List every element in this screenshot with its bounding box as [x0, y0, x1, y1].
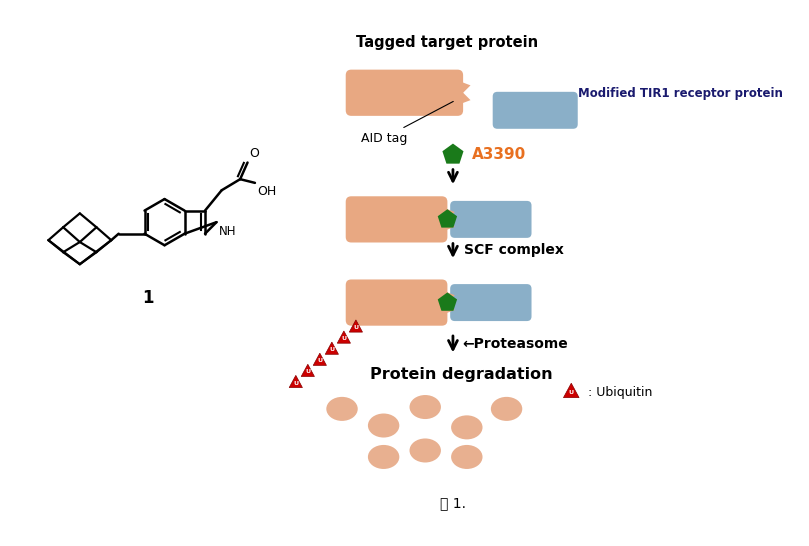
- FancyBboxPatch shape: [345, 280, 447, 326]
- Text: 1: 1: [142, 289, 154, 307]
- Text: U: U: [341, 336, 346, 341]
- FancyBboxPatch shape: [450, 201, 532, 238]
- Polygon shape: [440, 289, 455, 316]
- Text: U: U: [317, 358, 323, 363]
- Polygon shape: [438, 293, 457, 311]
- Ellipse shape: [491, 397, 523, 421]
- Text: Modified TIR1 receptor protein: Modified TIR1 receptor protein: [578, 87, 782, 100]
- Polygon shape: [443, 144, 464, 164]
- Polygon shape: [438, 209, 457, 228]
- Ellipse shape: [409, 438, 441, 462]
- Text: U: U: [354, 325, 358, 330]
- Polygon shape: [440, 206, 455, 233]
- FancyBboxPatch shape: [345, 196, 447, 242]
- Text: SCF complex: SCF complex: [464, 243, 564, 257]
- Ellipse shape: [409, 395, 441, 419]
- Ellipse shape: [368, 445, 400, 469]
- Text: A3390: A3390: [472, 147, 526, 162]
- Text: O: O: [249, 147, 259, 160]
- Text: U: U: [305, 370, 311, 375]
- Polygon shape: [289, 376, 303, 388]
- FancyBboxPatch shape: [345, 70, 463, 116]
- Polygon shape: [325, 342, 338, 354]
- Ellipse shape: [368, 413, 400, 437]
- Text: U: U: [329, 347, 334, 352]
- Text: Tagged target protein: Tagged target protein: [356, 34, 538, 50]
- Text: Protein degradation: Protein degradation: [370, 367, 553, 382]
- Text: OH: OH: [256, 185, 276, 198]
- Text: U: U: [569, 390, 574, 395]
- FancyBboxPatch shape: [450, 284, 532, 321]
- Polygon shape: [563, 383, 579, 397]
- Polygon shape: [349, 320, 362, 332]
- Text: : Ubiquitin: : Ubiquitin: [588, 385, 652, 399]
- Text: U: U: [293, 381, 299, 385]
- Ellipse shape: [326, 397, 358, 421]
- Polygon shape: [455, 80, 471, 106]
- FancyBboxPatch shape: [493, 92, 578, 129]
- Text: NH: NH: [219, 225, 237, 238]
- Text: 図 1.: 図 1.: [440, 496, 466, 511]
- Polygon shape: [301, 364, 315, 377]
- Ellipse shape: [451, 445, 482, 469]
- Ellipse shape: [451, 416, 482, 440]
- Text: ←Proteasome: ←Proteasome: [462, 337, 568, 351]
- Text: AID tag: AID tag: [361, 102, 453, 145]
- Polygon shape: [313, 353, 327, 365]
- Polygon shape: [337, 331, 350, 343]
